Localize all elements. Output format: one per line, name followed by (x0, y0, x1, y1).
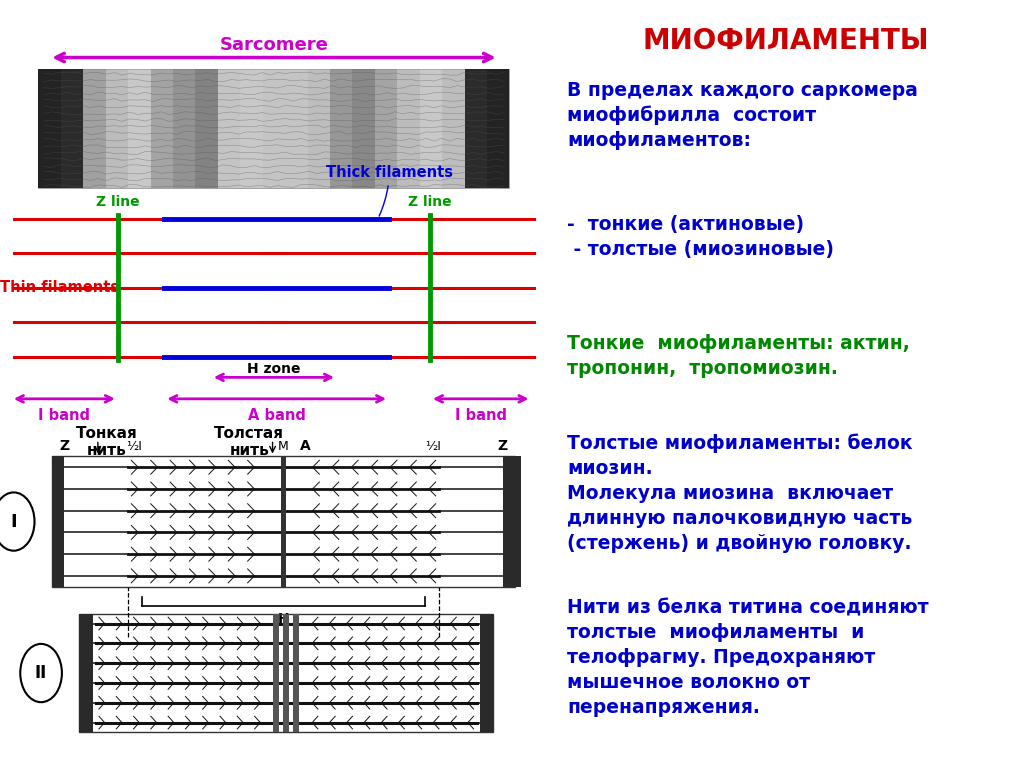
Text: ½I: ½I (126, 439, 142, 453)
Bar (503, 456, 515, 587)
Bar (307, 69, 330, 188)
Bar (105, 69, 128, 188)
Bar (52, 456, 65, 587)
Text: Тонкая
нить: Тонкая нить (76, 426, 137, 458)
Text: Толстая
нить: Толстая нить (214, 426, 285, 458)
Bar (352, 69, 375, 188)
Text: ½I: ½I (425, 439, 441, 453)
Text: I band: I band (38, 408, 90, 423)
Bar (128, 69, 151, 188)
Bar (442, 69, 465, 188)
Text: -  тонкие (актиновые)
 - толстые (миозиновые): - тонкие (актиновые) - толстые (миозинов… (567, 215, 834, 258)
Text: H: H (278, 612, 290, 626)
Text: A band: A band (248, 408, 305, 423)
Bar (420, 69, 442, 188)
Bar (465, 69, 487, 188)
Text: Тонкие  миофиламенты: актин,
тропонин,  тропомиозин.: Тонкие миофиламенты: актин, тропонин, тр… (567, 334, 909, 377)
Text: H zone: H zone (247, 362, 301, 376)
Text: Z line: Z line (409, 196, 452, 209)
Bar (330, 69, 352, 188)
Text: I band: I band (455, 408, 507, 423)
Text: МИОФИЛАМЕНТЫ: МИОФИЛАМЕНТЫ (643, 27, 929, 55)
Text: II: II (35, 664, 47, 682)
Text: Z: Z (59, 439, 70, 453)
Bar (218, 69, 241, 188)
Bar (509, 456, 521, 587)
Bar (293, 614, 299, 732)
Bar (480, 614, 494, 732)
Bar (52, 456, 65, 587)
Bar (487, 69, 510, 188)
Bar (38, 69, 60, 188)
Text: Thick filaments: Thick filaments (326, 165, 453, 216)
Bar (285, 69, 307, 188)
Bar (263, 69, 285, 188)
Text: Thin filaments: Thin filaments (0, 280, 119, 295)
Text: Sarcomere: Sarcomere (219, 36, 329, 54)
Bar (281, 456, 287, 587)
Bar (60, 69, 83, 188)
Text: M: M (279, 439, 289, 453)
Text: I: I (10, 512, 17, 531)
Text: В пределах каждого саркомера
миофибрилла  состоит
миофиламентов:: В пределах каждого саркомера миофибрилла… (567, 81, 918, 150)
Text: Z line: Z line (96, 196, 139, 209)
Bar (80, 614, 92, 732)
Bar (38, 69, 510, 188)
Bar (83, 69, 105, 188)
Bar (241, 69, 263, 188)
Bar (151, 69, 173, 188)
Bar (196, 69, 218, 188)
Text: Нити из белка титина соединяют
толстые  миофиламенты  и
телофрагму. Предохраняют: Нити из белка титина соединяют толстые м… (567, 598, 929, 717)
Bar (173, 69, 196, 188)
Text: A: A (300, 439, 311, 453)
Bar (80, 614, 494, 732)
Bar (397, 69, 420, 188)
Text: Z: Z (498, 439, 508, 453)
Bar (375, 69, 397, 188)
Bar (284, 614, 289, 732)
Bar (52, 456, 515, 587)
Bar (273, 614, 280, 732)
Text: Толстые миофиламенты: белок
миозин.
Молекула миозина  включает
длинную палочкови: Толстые миофиламенты: белок миозин. Моле… (567, 433, 912, 553)
